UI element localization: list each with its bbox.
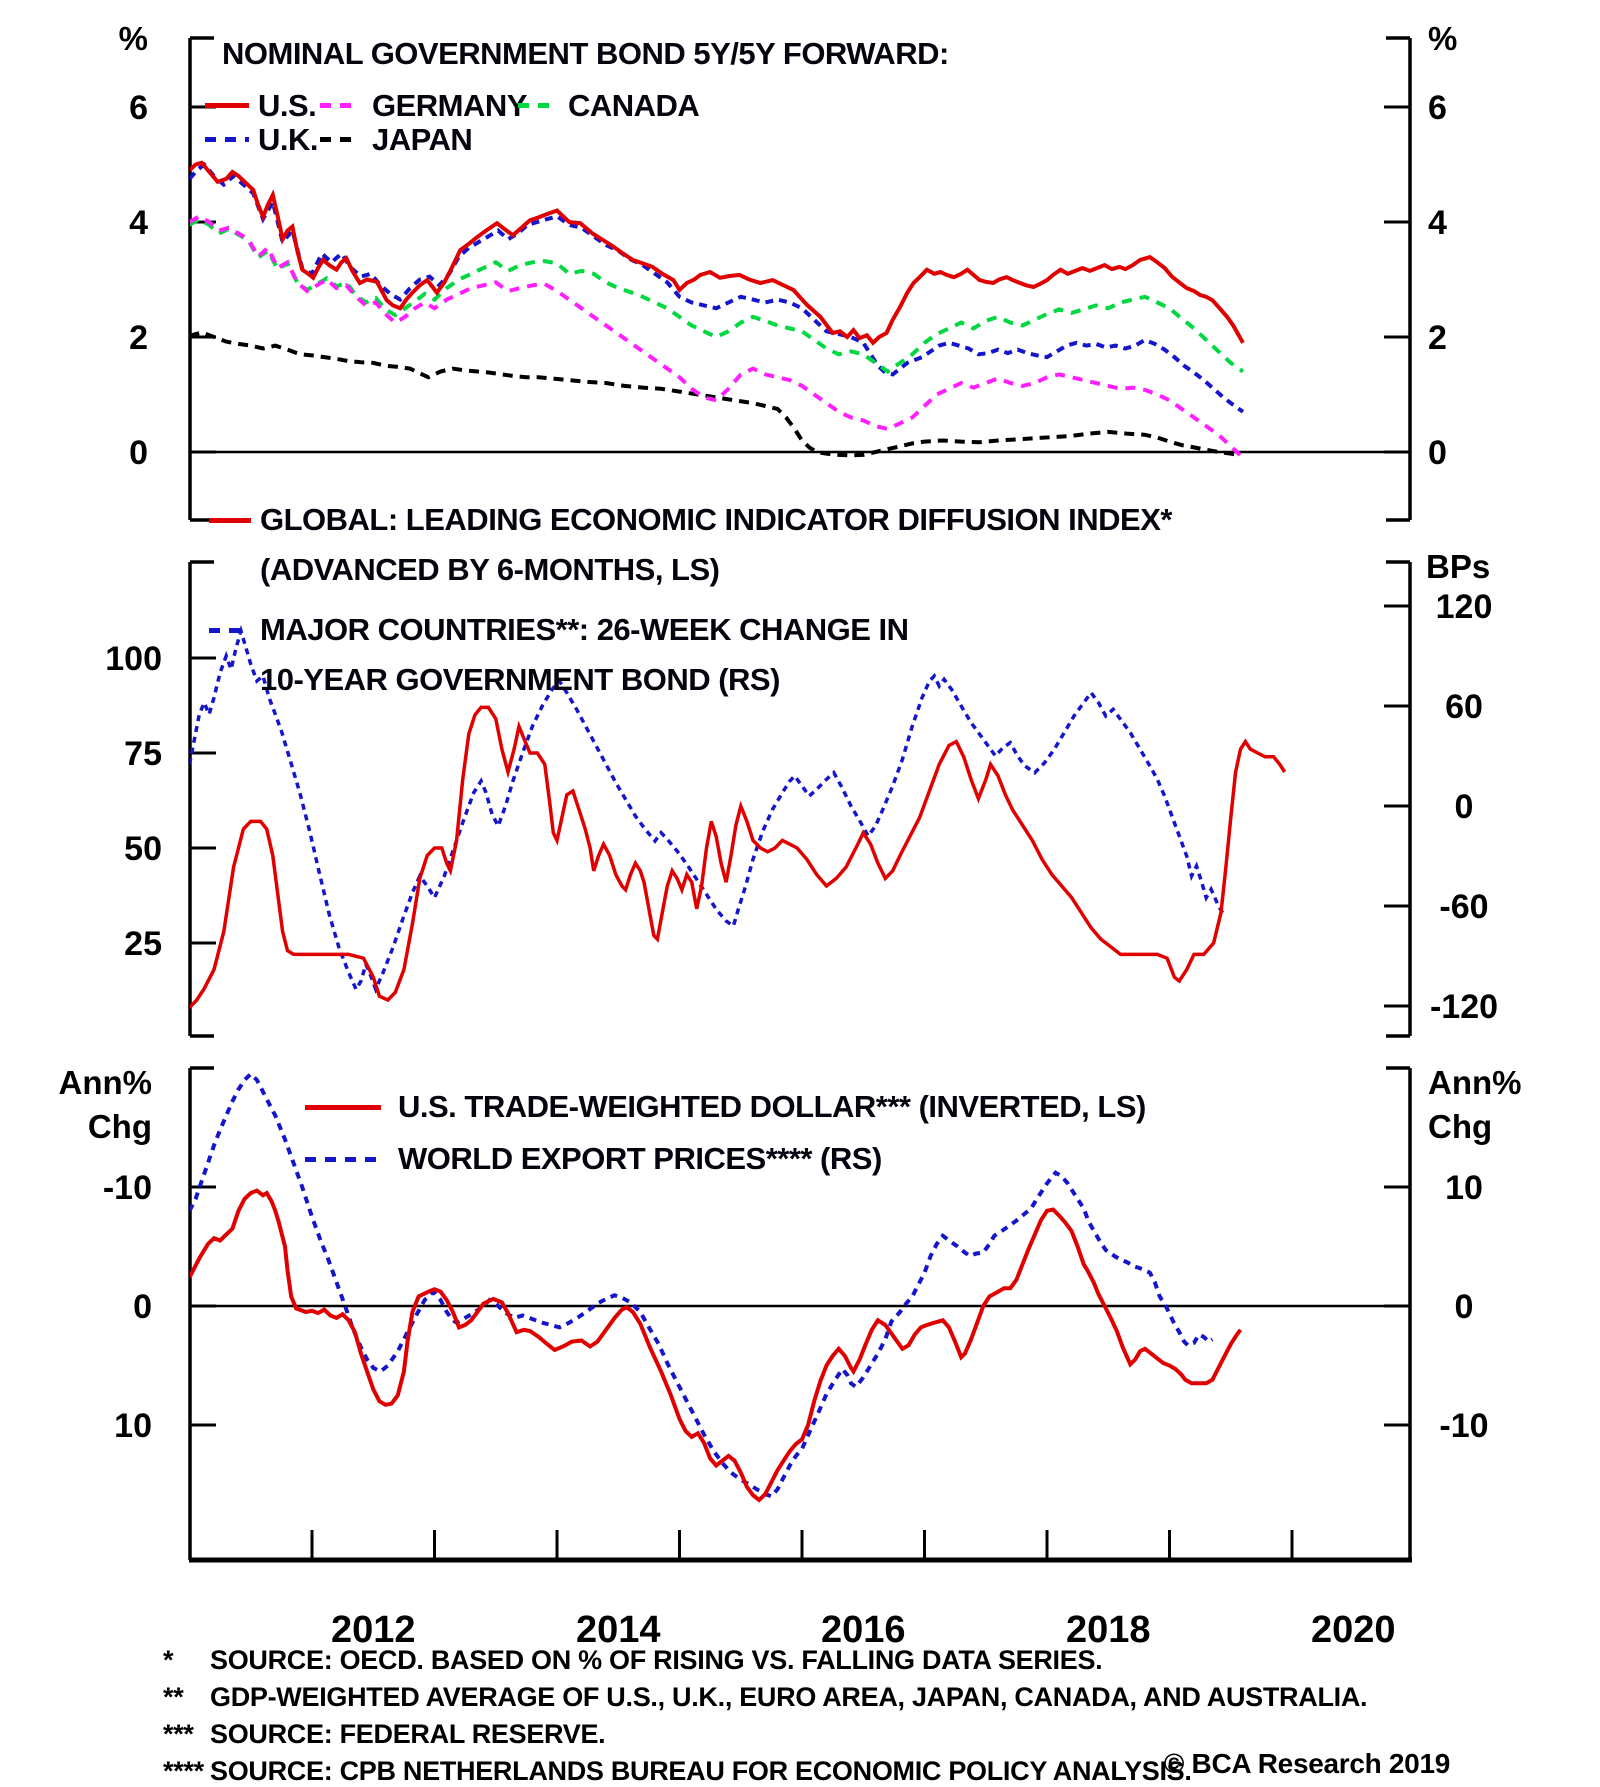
series-line — [190, 160, 1245, 346]
right-tick-label: 10 — [1445, 1169, 1483, 1207]
canada-line-swatch — [518, 103, 556, 108]
footnote-3-text: SOURCE: FEDERAL RESERVE. — [210, 1719, 606, 1749]
legend-label-export-prices: WORLD EXPORT PRICES**** (RS) — [398, 1141, 882, 1176]
panel-top: 6 4 2 0 6 4 2 0 — [129, 36, 1447, 522]
legend-label-uk: U.K. — [258, 122, 319, 157]
left-tick-label: 6 — [129, 89, 148, 127]
legend-lei-line4: 10-YEAR GOVERNMENT BOND (RS) — [260, 662, 780, 697]
left-tick-label: 10 — [114, 1407, 152, 1445]
legend-label-dollar: U.S. TRADE-WEIGHTED DOLLAR*** (INVERTED,… — [398, 1089, 1146, 1124]
right-tick-label: 0 — [1455, 788, 1474, 826]
legend-lei-line3: MAJOR COUNTRIES**: 26-WEEK CHANGE IN — [260, 612, 909, 647]
footnote-3-marker: *** — [163, 1719, 194, 1749]
right-tick-label: -10 — [1439, 1407, 1488, 1445]
footnote-1-text: SOURCE: OECD. BASED ON % OF RISING VS. F… — [210, 1645, 1103, 1675]
footnote-1: * SOURCE: OECD. BASED ON % OF RISING VS. … — [163, 1642, 1463, 1679]
right-tick-label: 60 — [1445, 688, 1483, 726]
x-tick-label: 2012 — [331, 1609, 416, 1651]
legend-lei-line1: GLOBAL: LEADING ECONOMIC INDICATOR DIFFU… — [260, 502, 1172, 537]
left-tick-label: 25 — [124, 925, 162, 963]
footnote-3: *** SOURCE: FEDERAL RESERVE. — [163, 1716, 1463, 1753]
right-tick-label: 6 — [1428, 89, 1447, 127]
x-tick-label: 2020 — [1311, 1609, 1396, 1651]
legend-label-canada: CANADA — [568, 88, 700, 123]
footnote-2-text: GDP-WEIGHTED AVERAGE OF U.S., U.K., EURO… — [210, 1682, 1368, 1712]
legend-label-germany: GERMANY — [372, 88, 527, 123]
x-tick-label: 2014 — [576, 1609, 661, 1651]
panel-middle: 100 75 50 25 120 60 0 -60 -120 — [105, 560, 1498, 1038]
series-line — [190, 1071, 1214, 1499]
axis-unit-label: BPs — [1426, 548, 1490, 585]
x-tick-label: 2018 — [1066, 1609, 1151, 1651]
right-tick-label: 0 — [1428, 434, 1447, 472]
left-tick-label: 75 — [124, 735, 162, 773]
left-tick-label: 0 — [129, 434, 148, 472]
axis-unit-label: Ann% — [1428, 1064, 1522, 1101]
footnote-2: ** GDP-WEIGHTED AVERAGE OF U.S., U.K., EU… — [163, 1679, 1463, 1716]
germany-line-swatch — [320, 103, 358, 108]
left-tick-label: 0 — [133, 1288, 152, 1326]
footnote-1-marker: * — [163, 1645, 174, 1675]
footnote-4: **** SOURCE: CPB NETHERLANDS BUREAU FOR E… — [163, 1753, 1463, 1787]
right-tick-label: 120 — [1436, 588, 1493, 626]
right-tick-label: 2 — [1428, 319, 1447, 357]
axis-unit-label: % — [1428, 20, 1457, 57]
series-line — [190, 216, 1245, 374]
export-prices-line-swatch — [305, 1157, 381, 1162]
left-tick-label: 50 — [124, 830, 162, 868]
x-tick-label: 2016 — [821, 1609, 906, 1651]
footnote-4-marker: **** — [163, 1756, 204, 1786]
dollar-line-swatch — [305, 1105, 381, 1110]
axis-unit-label: Chg — [88, 1108, 152, 1145]
axis-unit-label: Ann% — [59, 1064, 153, 1101]
legend-bonds-title: NOMINAL GOVERNMENT BOND 5Y/5Y FORWARD: — [222, 36, 949, 71]
right-tick-label: 0 — [1455, 1288, 1474, 1326]
series-line — [190, 213, 1245, 460]
axis-unit-label: % — [119, 20, 148, 57]
panel-bottom: -10 0 10 10 0 -10 2012 2014 2016 2018 2020 — [103, 1066, 1489, 1651]
legend-label-us: U.S. — [258, 88, 317, 123]
right-tick-label: -120 — [1430, 988, 1498, 1026]
left-tick-label: 4 — [129, 204, 148, 242]
footnote-2-marker: ** — [163, 1682, 184, 1712]
right-tick-label: -60 — [1439, 888, 1488, 926]
us-line-swatch — [205, 103, 249, 108]
axis-unit-label: Chg — [1428, 1108, 1492, 1145]
bond-change-line-swatch — [209, 628, 249, 633]
left-tick-label: 2 — [129, 319, 148, 357]
left-tick-label: 100 — [105, 640, 162, 678]
right-tick-label: 4 — [1428, 204, 1447, 242]
lei-line-swatch — [209, 518, 251, 523]
series-line — [190, 1188, 1243, 1503]
left-tick-label: -10 — [103, 1169, 152, 1207]
legend-label-japan: JAPAN — [372, 122, 473, 157]
copyright: © BCA Research 2019 — [1163, 1748, 1451, 1779]
japan-line-swatch — [320, 137, 358, 142]
series-line — [190, 330, 1241, 458]
series-line — [190, 705, 1287, 1009]
footnote-4-text: SOURCE: CPB NETHERLANDS BUREAU FOR ECONO… — [210, 1756, 1192, 1786]
legend-lei-line2: (ADVANCED BY 6-MONTHS, LS) — [260, 552, 720, 587]
uk-line-swatch — [205, 137, 249, 142]
footnotes: * SOURCE: OECD. BASED ON % OF RISING VS. … — [163, 1642, 1463, 1787]
